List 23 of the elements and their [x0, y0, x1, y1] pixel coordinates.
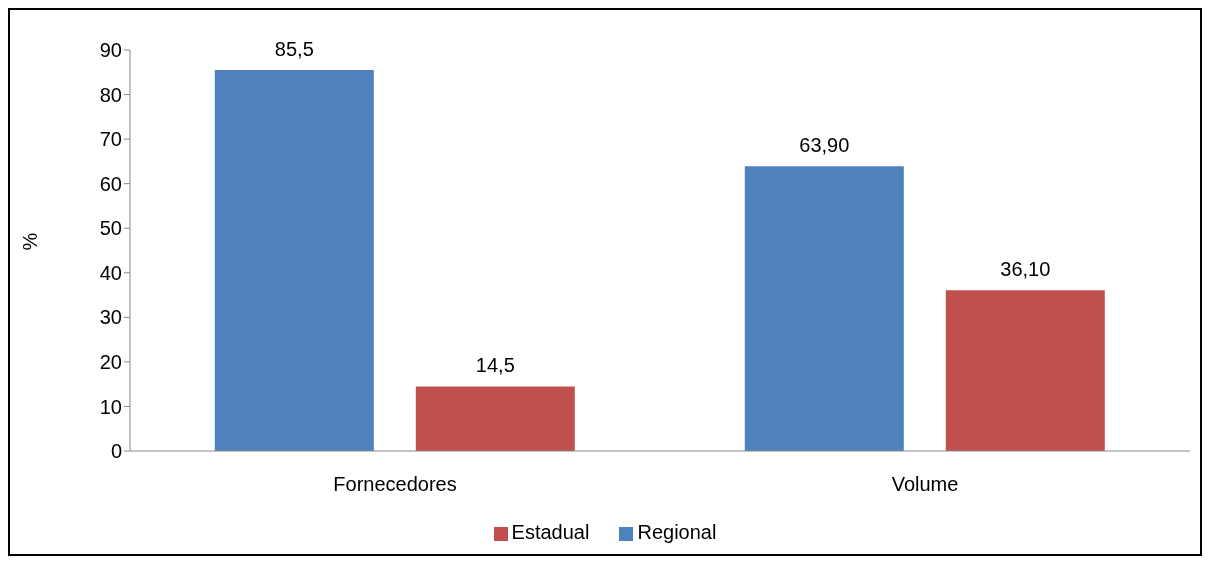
data-label: 14,5 — [475, 354, 515, 377]
x-tick-label: Fornecedores — [333, 473, 457, 496]
bar — [744, 166, 904, 451]
bar — [415, 386, 575, 451]
data-label: 63,90 — [799, 134, 850, 157]
y-axis-title: % — [19, 232, 42, 251]
y-tick-label: 0 — [110, 440, 122, 463]
y-tick-label: 60 — [99, 172, 122, 195]
y-tick-label: 70 — [99, 128, 122, 151]
y-tick-label: 90 — [99, 39, 122, 62]
y-tick-label: 10 — [99, 395, 122, 418]
y-tick-label: 40 — [99, 261, 122, 284]
legend-label: Estadual — [511, 521, 590, 543]
y-tick-label: 50 — [99, 217, 122, 240]
y-tick-label: 80 — [99, 83, 122, 106]
y-tick-label: 30 — [99, 306, 122, 329]
bar — [214, 70, 374, 451]
bar — [945, 290, 1105, 451]
data-label: 36,10 — [1000, 258, 1051, 281]
y-tick-label: 20 — [99, 350, 122, 373]
x-tick-label: Volume — [891, 473, 959, 496]
data-label: 85,5 — [274, 38, 314, 61]
legend-label: Regional — [637, 521, 717, 543]
